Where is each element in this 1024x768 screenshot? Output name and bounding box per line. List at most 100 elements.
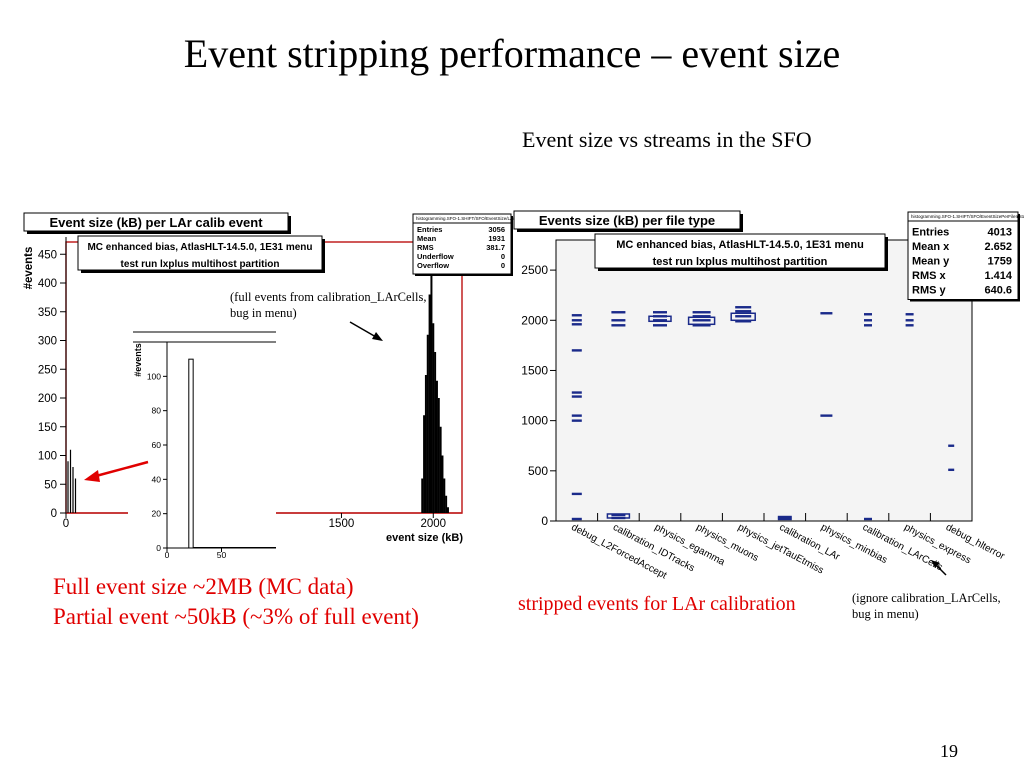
right-y-tick-label: 0 — [541, 514, 548, 528]
left-histogram-bar — [437, 398, 440, 513]
right-bin-mark — [571, 419, 582, 422]
inset-y-tick-label: 20 — [152, 509, 162, 519]
stats-label: Mean — [417, 234, 437, 243]
stats-box — [412, 213, 512, 275]
right-y-tick-label: 1000 — [521, 414, 548, 428]
right-bin-mark — [571, 414, 582, 417]
right-bin-mark — [948, 468, 955, 472]
right-bin-mark — [571, 314, 582, 317]
right-bin-mark — [820, 414, 833, 417]
right-bin-mark — [735, 306, 752, 309]
right-box-outline — [606, 513, 631, 519]
inset-y-tick-label: 100 — [147, 371, 161, 381]
full-events-note-line: (full events from calibration_LArCells, — [230, 290, 427, 304]
right-bin-mark — [864, 319, 872, 322]
right-bin-mark — [905, 324, 914, 327]
right-bin-mark — [571, 391, 582, 394]
right-bin-mark — [735, 315, 752, 318]
stats-label: RMS — [417, 243, 434, 252]
left-histogram-bar — [439, 426, 442, 513]
info-line: test run lxplus multihost partition — [121, 259, 280, 270]
left-y-tick-label: 100 — [38, 451, 57, 463]
left-y-tick-label: 150 — [38, 422, 57, 434]
stats-value: 1.414 — [984, 270, 1012, 282]
right-bin-mark — [864, 517, 872, 521]
info-box — [594, 233, 886, 269]
stats-box-header: histogramming.SFO-1.SHIFT/SFO/EventSize/… — [416, 216, 525, 221]
left-histogram-bar — [421, 478, 424, 513]
ignore-note-line: bug in menu) — [852, 607, 919, 621]
right-bin-mark — [571, 349, 582, 352]
left-y-tick-label: 50 — [44, 479, 57, 491]
right-bin-mark — [611, 311, 626, 314]
right-bin-mark — [571, 492, 582, 496]
title-box — [23, 212, 289, 232]
info-line: MC enhanced bias, AtlasHLT-14.5.0, 1E31 … — [87, 242, 312, 253]
left-histogram-bar — [435, 380, 438, 513]
left-x-axis-label: event size (kB) — [386, 532, 463, 544]
slide-subtitle: Event size vs streams in the SFO — [522, 127, 812, 152]
inset-x-tick-label: 50 — [217, 550, 227, 560]
stats-label: Entries — [417, 225, 442, 234]
right-bin-mark — [820, 312, 833, 315]
note-arrow-line — [349, 321, 377, 338]
left-histogram-bar — [443, 478, 446, 513]
left-histogram-bar — [428, 294, 431, 513]
stats-label: RMS x — [912, 270, 947, 282]
stats-value: 1759 — [988, 256, 1012, 268]
stats-box — [907, 211, 1019, 300]
right-bin-mark — [735, 320, 752, 323]
slide-title: Event stripping performance – event size — [183, 31, 841, 76]
left-caption: Full event size ~2MB (MC data) Partial e… — [53, 572, 419, 632]
stats-box-header: histogramming.SFO-1.SHIFT/SFO/EventSizeP… — [911, 214, 1024, 219]
right-bin-mark — [777, 517, 792, 521]
right-y-tick-label: 2000 — [521, 313, 548, 327]
info-line: MC enhanced bias, AtlasHLT-14.5.0, 1E31 … — [616, 239, 864, 251]
stats-label: RMS y — [912, 285, 947, 297]
red-arrow-line — [95, 460, 149, 478]
inset-bin — [188, 358, 194, 549]
left-histogram-bar — [446, 507, 449, 513]
left-histogram-bar — [434, 352, 437, 513]
stats-label: Mean y — [912, 256, 950, 268]
right-bin-mark — [905, 319, 914, 322]
stats-value: 4013 — [988, 227, 1012, 239]
left-y-tick-label: 300 — [38, 336, 57, 348]
left-y-tick-label: 0 — [51, 508, 57, 520]
left-y-tick-label: 400 — [38, 278, 57, 290]
right-y-tick-label: 2500 — [521, 263, 548, 277]
inset-y-axis-label: #events — [133, 343, 143, 377]
right-caption: stripped events for LAr calibration — [518, 593, 796, 615]
stats-value: 381.7 — [486, 243, 505, 252]
left-y-tick-label: 250 — [38, 364, 57, 376]
right-box-outline — [648, 315, 672, 323]
inset-panel — [128, 330, 276, 558]
stats-value: 0 — [501, 261, 505, 270]
inset-x-tick-label: 0 — [165, 550, 170, 560]
left-caption-line: Full event size ~2MB (MC data) — [53, 574, 354, 599]
right-bin-mark — [653, 319, 667, 322]
stats-value: 640.6 — [984, 285, 1012, 297]
left-x-tick-label: 1500 — [329, 518, 355, 530]
left-histogram-bar — [430, 251, 433, 513]
stats-value: 3056 — [488, 225, 505, 234]
inset-y-tick-label: 0 — [156, 543, 161, 553]
stats-label: Mean x — [912, 241, 950, 253]
inset-y-tick-label: 60 — [152, 440, 162, 450]
right-box-outline — [730, 312, 756, 322]
left-histogram-bar — [432, 323, 435, 513]
right-bin-mark — [571, 323, 582, 326]
inset-y-tick-label: 40 — [152, 474, 162, 484]
left-y-tick-label: 350 — [38, 307, 57, 319]
right-bin-mark — [692, 324, 711, 327]
right-bin-mark — [692, 311, 711, 314]
right-bin-mark — [571, 517, 582, 521]
right-bin-mark — [864, 313, 872, 316]
ignore-arrow-head — [931, 560, 940, 568]
left-y-axis-label: #events — [23, 247, 35, 290]
left-histogram-bar — [426, 334, 429, 513]
left-y-tick-label: 450 — [38, 249, 57, 261]
info-box — [77, 235, 323, 271]
right-bin-mark — [611, 324, 626, 327]
